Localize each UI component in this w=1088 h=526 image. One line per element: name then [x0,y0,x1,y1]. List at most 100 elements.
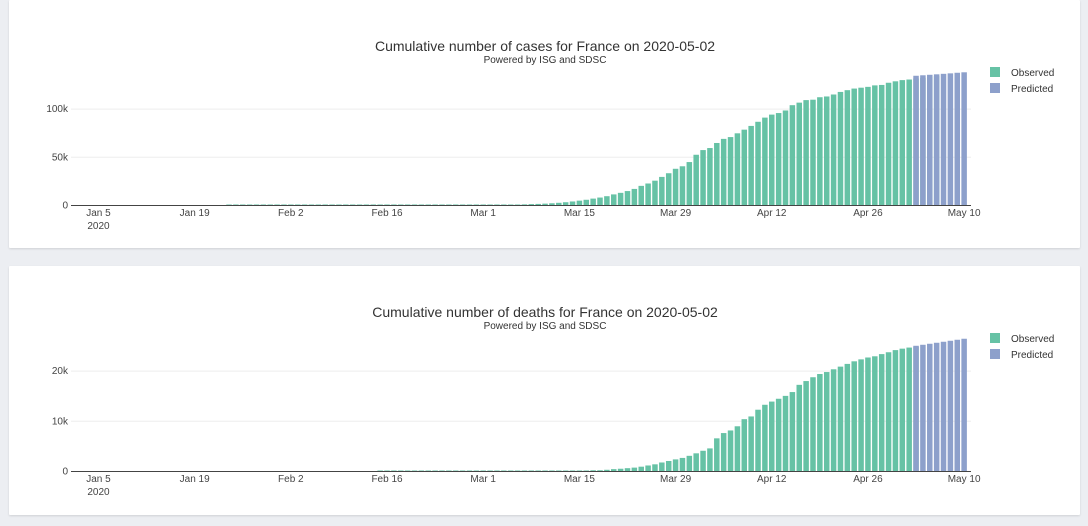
cases-chart: Cumulative number of cases for France on… [46,38,1054,232]
bar-observed [878,354,885,471]
x-tick-label: Feb 16 [371,474,403,485]
bar-observed [679,457,686,471]
legend[interactable]: Observed Predicted [990,333,1054,361]
deaths-chart: Cumulative number of deaths for France o… [52,304,1054,498]
chart-subtitle: Powered by ISG and SDSC [484,55,607,66]
bar-observed [418,470,425,471]
bar-observed [336,204,342,205]
x-tick-label: Jan 5 [86,208,111,219]
bar-observed [294,204,301,205]
bar-observed [872,85,878,205]
bar-observed [452,204,459,205]
bar-observed [535,203,541,205]
bar-observed [494,204,500,205]
bar-predicted [954,72,961,206]
bar-observed [906,79,912,205]
bar-observed [851,88,857,205]
bar-observed [693,154,699,205]
bar-observed [755,121,761,205]
bar-predicted [947,340,954,471]
bar-observed [748,125,754,205]
bar-observed [576,200,583,205]
bar-predicted [947,73,954,205]
bar-observed [700,450,706,471]
bar-observed [349,204,356,205]
x-tick-label: Mar 15 [564,208,596,219]
bar-observed [617,192,624,205]
bar-observed [425,204,431,205]
bar-observed [892,350,899,471]
legend-swatch-observed [990,333,1000,343]
x-tick-label: Feb 2 [278,474,304,485]
bar-observed [611,194,617,205]
bars [377,338,967,471]
bar-observed [796,384,802,471]
bar-observed [439,204,445,205]
bar-observed [356,204,363,205]
bar-observed [418,204,425,205]
bar-observed [480,470,486,471]
bar-observed [837,366,844,471]
bar-observed [645,465,651,471]
bar-observed [830,94,837,205]
x-tick-label: Jan 5 [86,474,111,485]
bar-observed [597,197,603,205]
legend-label-predicted: Predicted [1011,350,1053,361]
bar-observed [665,460,672,471]
chart-subtitle: Powered by ISG and SDSC [484,321,607,332]
x-tick-label: Feb 2 [278,208,304,219]
x-tick-label: Apr 12 [757,208,787,219]
bar-observed [246,204,253,205]
bar-observed [459,470,466,471]
bar-observed [521,204,528,205]
bar-observed [226,204,232,205]
bar-observed [817,374,823,471]
bar-observed [762,404,768,471]
bar-observed [782,395,789,471]
bar-observed [384,204,390,205]
bar-observed [480,204,486,205]
x-year-label: 2020 [87,221,110,232]
x-year-label: 2020 [87,487,110,498]
bar-observed [308,204,315,205]
x-tick-label: May 10 [948,474,981,485]
bar-predicted [920,344,926,471]
bar-observed [398,204,404,205]
bar-observed [789,105,796,205]
y-tick-label: 20k [52,366,69,377]
bar-observed [617,468,624,471]
x-axis: Jan 5 2020 Jan 19 Feb 2 Feb 16 Mar 1 Mar 15 Mar… [86,208,981,232]
bar-observed [562,202,569,205]
cases-chart-card: Cumulative number of cases for France on… [9,0,1080,248]
bar-observed [789,392,796,471]
deaths-chart-card: Cumulative number of deaths for France o… [9,266,1080,515]
bar-observed [741,129,748,205]
y-tick-label: 0 [62,201,68,212]
x-tick-label: Feb 16 [371,208,403,219]
bar-observed [528,470,535,471]
bars [226,72,967,206]
bar-observed [707,448,713,471]
bar-predicted [961,338,967,471]
bar-observed [487,204,493,205]
y-tick-label: 100k [46,104,69,115]
bar-observed [549,203,555,205]
bar-observed [425,470,431,471]
bar-observed [528,204,535,205]
bar-observed [878,84,885,205]
legend-label-observed: Observed [1011,334,1054,345]
bar-observed [885,352,892,471]
x-tick-label: Apr 26 [853,474,883,485]
bar-observed [604,469,610,471]
bar-observed [391,470,397,471]
bar-observed [645,183,651,205]
bar-observed [604,196,610,205]
y-tick-label: 0 [62,467,68,478]
legend[interactable]: Observed Predicted [990,67,1054,95]
y-axis: 0 50k 100k [46,104,69,211]
bar-observed [391,204,397,205]
bar-observed [446,470,452,471]
bar-observed [404,204,411,205]
bar-observed [494,470,500,471]
bar-observed [727,430,734,471]
